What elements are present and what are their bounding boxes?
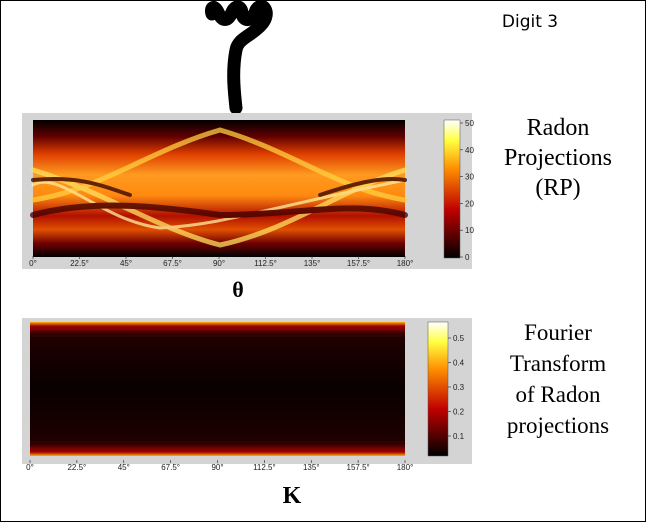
digit-image [211,6,266,108]
colorbar [428,322,448,456]
colorbar-tick-label: 0.1 [453,432,465,441]
x-tick-label: 112.5° [254,259,277,268]
x-tick-label: 45° [120,259,132,268]
x-tick-label: 112.5° [253,463,276,472]
x-tick-label: 0° [26,463,34,472]
x-tick-label: 180° [397,463,414,472]
x-tick-label: 67.5° [161,463,180,472]
x-tick-label: 135° [303,463,320,472]
colorbar [444,120,460,258]
caption-line: Fourier [524,320,592,345]
colorbar-tick-label: 0.3 [453,383,465,392]
axis-label: θ [232,277,243,302]
caption-line: (RP) [535,175,580,201]
x-tick-label: 90° [211,463,223,472]
x-tick-label: 45° [118,463,130,472]
x-tick-label: 157.5° [347,463,370,472]
colorbar-tick-label: 0.2 [453,408,465,417]
caption-line: Projections [504,145,612,171]
caption-line: projections [507,413,609,438]
colorbar-tick-label: 40 [465,146,474,155]
colorbar-tick-label: 0.5 [453,334,465,343]
colorbar-tick-label: 0.4 [453,359,465,368]
caption-line: of Radon [516,382,601,407]
heatmap [30,322,405,456]
x-tick-label: 157.5° [347,259,370,268]
colorbar-tick-label: 10 [465,226,474,235]
caption-line: Radon [527,115,590,141]
digit-label: Digit 3 [502,12,558,32]
x-tick-label: 67.5° [163,259,182,268]
figure: Digit 3 0° 22.5° 45° 67.5° 90° 112.5° 135° 157.… [0,0,646,522]
x-tick-label: 135° [304,259,321,268]
colorbar-tick-label: 50 [465,119,474,128]
x-tick-label: 0° [29,259,37,268]
colorbar-tick-label: 20 [465,199,474,208]
colorbar-tick-label: 30 [465,173,474,182]
colorbar-tick-label: 0 [465,253,470,262]
axis-label: K [283,483,302,509]
x-tick-label: 180° [397,259,414,268]
x-tick-label: 22.5° [67,463,86,472]
x-tick-label: 90° [213,259,225,268]
x-tick-label: 22.5° [70,259,89,268]
caption-line: Transform [510,351,606,376]
